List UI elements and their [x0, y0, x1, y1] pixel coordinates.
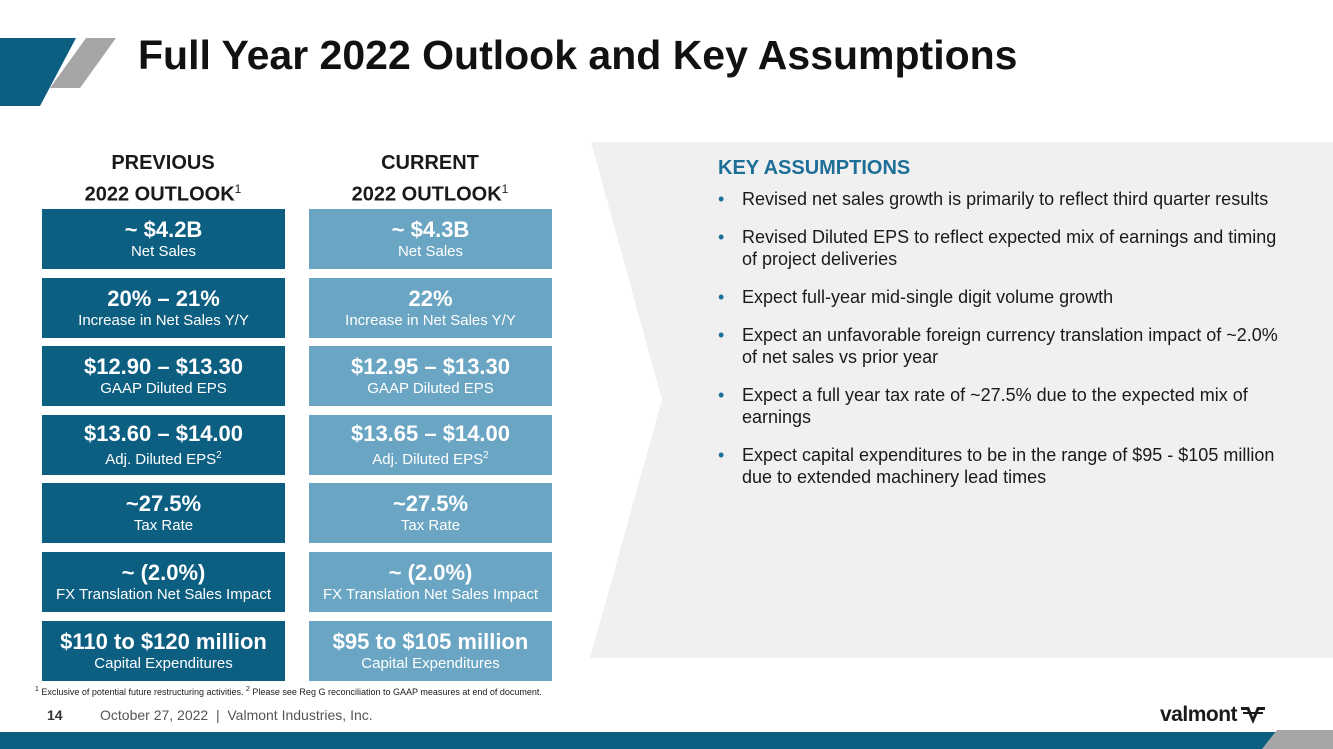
box-label: Adj. Diluted EPS [105, 451, 217, 468]
previous-adj-eps-box: $13.60 – $14.00 Adj. Diluted EPS2 [42, 415, 285, 475]
previous-gaap-eps-box: $12.90 – $13.30 GAAP Diluted EPS [42, 346, 285, 406]
box-value: $110 to $120 million [60, 629, 267, 654]
box-value: ~ (2.0%) [388, 560, 473, 585]
footnote-text-2: Please see Reg G reconciliation to GAAP … [249, 687, 542, 697]
bullet-icon: • [718, 227, 725, 247]
box-label: FX Translation Net Sales Impact [322, 586, 539, 603]
previous-capex-box: $110 to $120 million Capital Expenditure… [42, 621, 285, 681]
box-value: $95 to $105 million [332, 629, 529, 654]
header-slash-decoration [0, 38, 116, 106]
box-value: 20% – 21% [107, 286, 220, 311]
previous-heading-footnote-mark: 1 [234, 182, 242, 196]
assumption-text: Expect a full year tax rate of ~27.5% du… [742, 385, 1248, 427]
previous-fx-impact-box: ~ (2.0%) FX Translation Net Sales Impact [42, 552, 285, 612]
logo-wordmark: valmont [1160, 703, 1238, 726]
previous-heading-line2: 2022 OUTLOOK [84, 183, 235, 206]
assumption-text: Revised Diluted EPS to reflect expected … [742, 227, 1277, 269]
box-value: ~ $4.2B [124, 217, 203, 242]
box-label: Increase in Net Sales Y/Y [345, 312, 516, 329]
current-outlook-heading: CURRENT 2022 OUTLOOK1 [309, 150, 551, 208]
current-gaap-eps-box: $12.95 – $13.30 GAAP Diluted EPS [309, 346, 552, 406]
key-assumptions-title: KEY ASSUMPTIONS [718, 157, 911, 179]
current-net-sales-box: ~ $4.3B Net Sales [309, 209, 552, 269]
bullet-icon: • [718, 445, 725, 465]
current-heading-line1: CURRENT [381, 152, 479, 174]
box-value: ~ $4.3B [391, 217, 470, 242]
box-label: Tax Rate [400, 517, 461, 534]
box-label: Net Sales [397, 243, 464, 260]
footnote-mark: 2 [483, 450, 489, 461]
bullet-icon: • [718, 325, 725, 345]
valmont-v-logo-icon [1241, 707, 1266, 724]
box-label: GAAP Diluted EPS [100, 380, 227, 397]
footnote-text-1: Exclusive of potential future restructur… [38, 687, 246, 697]
box-value: ~ (2.0%) [121, 560, 206, 585]
previous-net-sales-growth-box: 20% – 21% Increase in Net Sales Y/Y [42, 278, 285, 338]
box-label: Adj. Diluted EPS [372, 451, 484, 468]
list-item: • Expect full-year mid-single digit volum… [718, 286, 1278, 308]
footer-text: October 27, 2022 | Valmont Industries, I… [100, 707, 373, 723]
assumption-text: Expect an unfavorable foreign currency t… [742, 325, 1278, 367]
current-tax-rate-box: ~27.5% Tax Rate [309, 483, 552, 543]
footnote-mark: 2 [216, 450, 222, 461]
list-item: • Revised net sales growth is primarily t… [718, 188, 1278, 210]
footnote-mark-2: 2 [246, 686, 250, 693]
box-value: ~27.5% [392, 491, 469, 516]
box-value: ~27.5% [125, 491, 202, 516]
box-label: Increase in Net Sales Y/Y [78, 312, 249, 329]
list-item: • Expect an unfavorable foreign currency … [718, 324, 1278, 368]
box-label: Net Sales [130, 243, 197, 260]
footer-bar [0, 730, 1333, 749]
previous-outlook-heading: PREVIOUS 2022 OUTLOOK1 [42, 150, 284, 208]
previous-net-sales-box: ~ $4.2B Net Sales [42, 209, 285, 269]
footnote: 1 Exclusive of potential future restruct… [35, 686, 542, 697]
key-assumptions-list: • Revised net sales growth is primarily t… [718, 188, 1278, 504]
box-label: Capital Expenditures [94, 655, 233, 672]
footnote-mark-1: 1 [35, 686, 39, 693]
previous-tax-rate-box: ~27.5% Tax Rate [42, 483, 285, 543]
assumption-text: Revised net sales growth is primarily to… [742, 189, 1269, 209]
current-net-sales-growth-box: 22% Increase in Net Sales Y/Y [309, 278, 552, 338]
assumption-text: Expect capital expenditures to be in the… [742, 445, 1275, 487]
box-value: $12.90 – $13.30 [83, 354, 244, 379]
page-title: Full Year 2022 Outlook and Key Assumptio… [138, 32, 1018, 78]
box-value: $12.95 – $13.30 [350, 354, 511, 379]
bullet-icon: • [718, 385, 725, 405]
bullet-icon: • [718, 189, 725, 209]
box-label: FX Translation Net Sales Impact [55, 586, 272, 603]
list-item: • Expect capital expenditures to be in th… [718, 444, 1278, 488]
current-heading-footnote-mark: 1 [501, 182, 509, 196]
current-capex-box: $95 to $105 million Capital Expenditures [309, 621, 552, 681]
assumption-text: Expect full-year mid-single digit volume… [742, 287, 1114, 307]
box-value: 22% [408, 286, 453, 311]
current-adj-eps-box: $13.65 – $14.00 Adj. Diluted EPS2 [309, 415, 552, 475]
box-value: $13.60 – $14.00 [83, 421, 244, 446]
current-fx-impact-box: ~ (2.0%) FX Translation Net Sales Impact [309, 552, 552, 612]
box-label: Capital Expenditures [361, 655, 500, 672]
box-label: Tax Rate [133, 517, 194, 534]
box-value: $13.65 – $14.00 [350, 421, 511, 446]
list-item: • Expect a full year tax rate of ~27.5% d… [718, 384, 1278, 428]
box-label: GAAP Diluted EPS [367, 380, 494, 397]
previous-heading-line1: PREVIOUS [111, 152, 215, 174]
bullet-icon: • [718, 287, 725, 307]
list-item: • Revised Diluted EPS to reflect expected… [718, 226, 1278, 270]
page-number: 14 [47, 707, 63, 723]
current-heading-line2: 2022 OUTLOOK [351, 183, 502, 206]
valmont-logo: valmont [1160, 703, 1266, 727]
